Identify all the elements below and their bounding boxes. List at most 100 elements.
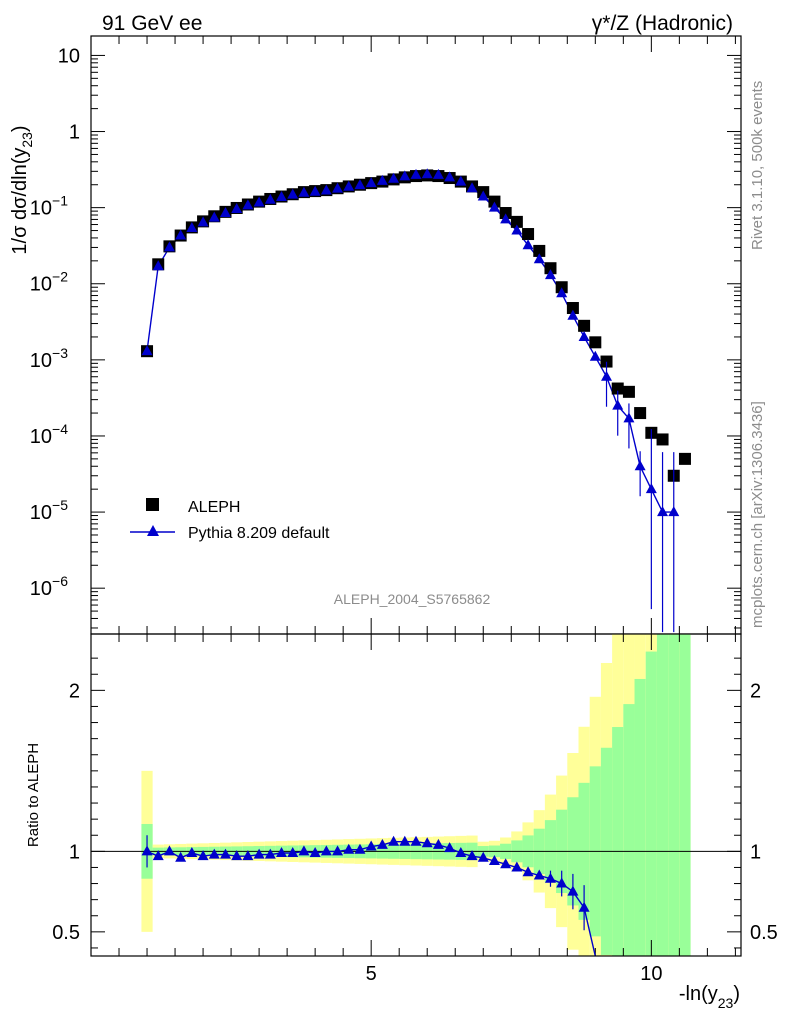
ratio-point xyxy=(253,848,265,859)
main-axes: 10 1 10−1 10−2 10−3 10−4 10−5 10−6 xyxy=(30,36,741,634)
ratio-point xyxy=(152,850,164,861)
mc-point xyxy=(589,350,601,361)
ratio-point xyxy=(399,835,411,846)
mc-point xyxy=(320,184,332,195)
side-site: mcplots.cern.ch [arXiv:1306.3436] xyxy=(749,401,766,628)
ratio-point xyxy=(511,861,523,872)
mc-point xyxy=(500,213,512,224)
ratio-point xyxy=(533,869,545,880)
ratio-axes: 0.5 0.5 1 1 2 2 5 10 xyxy=(52,634,778,985)
mc-point xyxy=(522,239,534,250)
ratio-point xyxy=(175,851,187,862)
mc-point xyxy=(253,196,265,207)
aleph-point xyxy=(555,281,568,294)
mc-point xyxy=(309,185,321,196)
mc-point xyxy=(466,182,478,193)
ratio-point xyxy=(466,850,478,861)
aleph-point xyxy=(600,355,613,368)
ratio-ytick-label: 1 xyxy=(69,841,80,863)
mc-point xyxy=(410,168,422,179)
aleph-point xyxy=(678,452,691,465)
ratio-point xyxy=(208,848,220,859)
aleph-point xyxy=(656,433,669,446)
aleph-point xyxy=(578,319,591,332)
ratio-point xyxy=(410,835,422,846)
main-ytick-label: 10−1 xyxy=(30,193,68,220)
ratio-point xyxy=(488,855,500,866)
ratio-ytick-label: 0.5 xyxy=(52,922,80,944)
aleph-point xyxy=(510,215,523,228)
aleph-point xyxy=(634,407,647,420)
mc-point xyxy=(141,345,153,356)
mc-point xyxy=(298,186,310,197)
mc-point xyxy=(432,168,444,179)
aleph-point xyxy=(589,336,602,349)
ratio-point xyxy=(264,848,276,859)
mc-point xyxy=(354,179,366,190)
ratio-ytick-label-right: 0.5 xyxy=(750,922,778,944)
mc-point xyxy=(455,175,467,186)
mc-point xyxy=(163,241,175,252)
analysis-label: ALEPH_2004_S5765862 xyxy=(334,591,491,607)
mc-point xyxy=(567,309,579,320)
mc-point xyxy=(208,211,220,222)
aleph-point xyxy=(566,302,579,315)
mc-point xyxy=(264,193,276,204)
ratio-band-inner xyxy=(623,704,635,956)
main-ytick-label: 10−3 xyxy=(30,345,68,372)
ratio-point xyxy=(432,838,444,849)
ratio-point xyxy=(219,848,231,859)
mc-point xyxy=(421,168,433,179)
ratio-point xyxy=(522,866,534,877)
mc-point xyxy=(578,330,590,341)
aleph-point xyxy=(522,228,535,241)
header-left: 91 GeV ee xyxy=(102,12,202,35)
legend-mc-label: Pythia 8.209 default xyxy=(188,525,330,542)
ratio-points xyxy=(141,835,590,931)
ratio-band-inner xyxy=(612,727,624,956)
mc-point xyxy=(556,287,568,298)
legend: ALEPH Pythia 8.209 default xyxy=(130,498,330,542)
ratio-point xyxy=(276,846,288,857)
ratio-band-inner xyxy=(679,634,691,956)
ratio-band-inner xyxy=(645,651,657,956)
mc-point xyxy=(332,182,344,193)
mc-point xyxy=(175,229,187,240)
mc-point xyxy=(197,216,209,227)
mc-point xyxy=(276,190,288,201)
ratio-point xyxy=(354,843,366,854)
ratio-xtick-label: 10 xyxy=(640,963,662,985)
mc-point xyxy=(477,190,489,201)
aleph-point xyxy=(544,262,557,275)
ratio-point xyxy=(376,838,388,849)
ratio-point xyxy=(365,840,377,851)
legend-mc-marker xyxy=(147,525,159,536)
ratio-point xyxy=(455,846,467,857)
main-ytick-label: 10 xyxy=(58,45,80,67)
mc-point xyxy=(365,177,377,188)
mc-point xyxy=(388,172,400,183)
ratio-band-inner xyxy=(634,678,646,956)
ratio-point xyxy=(320,845,332,856)
ratio-xtick-label: 5 xyxy=(366,963,377,985)
aleph-point xyxy=(488,195,501,208)
mc-point xyxy=(152,260,164,271)
aleph-point xyxy=(611,382,624,395)
ratio-point xyxy=(298,845,310,856)
main-ytick-label: 10−4 xyxy=(30,421,68,448)
mc-point xyxy=(444,171,456,182)
ratio-point xyxy=(444,842,456,853)
legend-aleph-marker xyxy=(146,498,159,511)
mc-point xyxy=(533,253,545,264)
mc-point xyxy=(219,207,231,218)
ratio-frame xyxy=(90,633,742,957)
mc-point xyxy=(511,224,523,235)
ratio-point xyxy=(343,843,355,854)
mc-point xyxy=(343,180,355,191)
main-ytick-label: 1 xyxy=(69,122,80,144)
mc-point xyxy=(488,201,500,212)
main-ytick-label: 10−2 xyxy=(30,269,68,296)
mc-point xyxy=(242,199,254,210)
ratio-point xyxy=(309,846,321,857)
